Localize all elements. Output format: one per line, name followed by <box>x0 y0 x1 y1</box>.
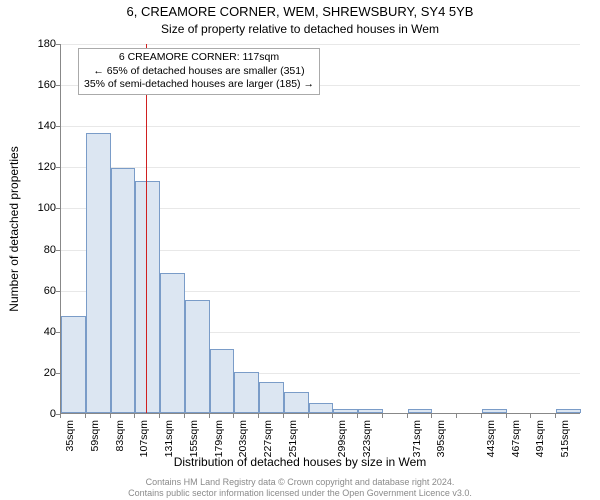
x-tick-mark <box>332 414 333 418</box>
x-tick-mark <box>431 414 432 418</box>
histogram-bar <box>135 181 160 413</box>
annotation-box: 6 CREAMORE CORNER: 117sqm ← 65% of detac… <box>78 48 320 95</box>
y-tick-mark <box>56 291 60 292</box>
x-tick-mark <box>308 414 309 418</box>
histogram-bar <box>284 392 309 413</box>
y-tick-label: 160 <box>20 79 56 91</box>
x-tick-label: 179sqm <box>213 420 225 457</box>
x-tick-label: 59sqm <box>89 420 101 452</box>
y-tick-label: 60 <box>20 285 56 297</box>
chart-title-2: Size of property relative to detached ho… <box>0 22 600 36</box>
y-tick-label: 40 <box>20 326 56 338</box>
x-tick-label: 443sqm <box>485 420 497 457</box>
histogram-bar <box>556 409 581 413</box>
x-tick-mark <box>184 414 185 418</box>
x-tick-mark <box>456 414 457 418</box>
histogram-bar <box>482 409 507 413</box>
x-tick-label: 491sqm <box>534 420 546 457</box>
histogram-bar <box>333 409 358 413</box>
histogram-bar <box>234 372 259 413</box>
y-tick-mark <box>56 126 60 127</box>
footer-line-2: Contains public sector information licen… <box>0 488 600 499</box>
annotation-line-3: 35% of semi-detached houses are larger (… <box>84 78 314 92</box>
y-tick-label: 180 <box>20 38 56 50</box>
marker-line <box>146 44 148 413</box>
x-tick-label: 395sqm <box>435 420 447 457</box>
x-tick-label: 107sqm <box>138 420 150 457</box>
y-tick-label: 80 <box>20 244 56 256</box>
x-tick-label: 203sqm <box>237 420 249 457</box>
x-tick-mark <box>283 414 284 418</box>
x-tick-mark <box>555 414 556 418</box>
footer-line-1: Contains HM Land Registry data © Crown c… <box>0 477 600 488</box>
x-tick-mark <box>382 414 383 418</box>
histogram-bar <box>185 300 210 413</box>
histogram-bar <box>408 409 433 413</box>
x-tick-mark <box>481 414 482 418</box>
y-tick-mark <box>56 208 60 209</box>
y-tick-mark <box>56 167 60 168</box>
gridline <box>61 167 580 168</box>
y-tick-mark <box>56 250 60 251</box>
y-tick-label: 120 <box>20 161 56 173</box>
x-tick-mark <box>209 414 210 418</box>
x-tick-label: 299sqm <box>336 420 348 457</box>
gridline <box>61 126 580 127</box>
x-tick-label: 515sqm <box>559 420 571 457</box>
x-tick-mark <box>258 414 259 418</box>
x-tick-label: 35sqm <box>64 420 76 452</box>
histogram-bar <box>210 349 235 413</box>
annotation-line-1: 6 CREAMORE CORNER: 117sqm <box>84 51 314 65</box>
histogram-bar <box>160 273 185 413</box>
x-tick-label: 251sqm <box>287 420 299 457</box>
chart-title-1: 6, CREAMORE CORNER, WEM, SHREWSBURY, SY4… <box>0 4 600 19</box>
x-tick-mark <box>159 414 160 418</box>
y-tick-mark <box>56 44 60 45</box>
x-tick-mark <box>85 414 86 418</box>
histogram-bar <box>259 382 284 413</box>
histogram-bar <box>61 316 86 413</box>
y-tick-label: 0 <box>20 408 56 420</box>
gridline <box>61 44 580 45</box>
chart-container: 6, CREAMORE CORNER, WEM, SHREWSBURY, SY4… <box>0 0 600 500</box>
x-tick-mark <box>506 414 507 418</box>
histogram-bar <box>111 168 136 413</box>
x-tick-mark <box>407 414 408 418</box>
annotation-line-2: ← 65% of detached houses are smaller (35… <box>84 65 314 79</box>
x-tick-mark <box>530 414 531 418</box>
x-tick-label: 371sqm <box>411 420 423 457</box>
footer-attribution: Contains HM Land Registry data © Crown c… <box>0 477 600 499</box>
x-tick-mark <box>233 414 234 418</box>
histogram-bar <box>309 403 334 413</box>
y-tick-mark <box>56 85 60 86</box>
x-tick-mark <box>60 414 61 418</box>
histogram-bar <box>358 409 383 413</box>
y-tick-mark <box>56 373 60 374</box>
histogram-bar <box>86 133 111 413</box>
y-tick-mark <box>56 332 60 333</box>
x-tick-label: 83sqm <box>114 420 126 452</box>
plot-area <box>60 44 580 414</box>
y-tick-label: 100 <box>20 202 56 214</box>
x-tick-mark <box>357 414 358 418</box>
y-tick-label: 20 <box>20 367 56 379</box>
x-tick-label: 131sqm <box>163 420 175 457</box>
x-tick-label: 467sqm <box>510 420 522 457</box>
x-tick-label: 227sqm <box>262 420 274 457</box>
x-tick-label: 323sqm <box>361 420 373 457</box>
y-tick-label: 140 <box>20 120 56 132</box>
x-tick-mark <box>134 414 135 418</box>
x-tick-label: 155sqm <box>188 420 200 457</box>
y-axis-label: Number of detached properties <box>7 146 21 311</box>
x-tick-mark <box>110 414 111 418</box>
